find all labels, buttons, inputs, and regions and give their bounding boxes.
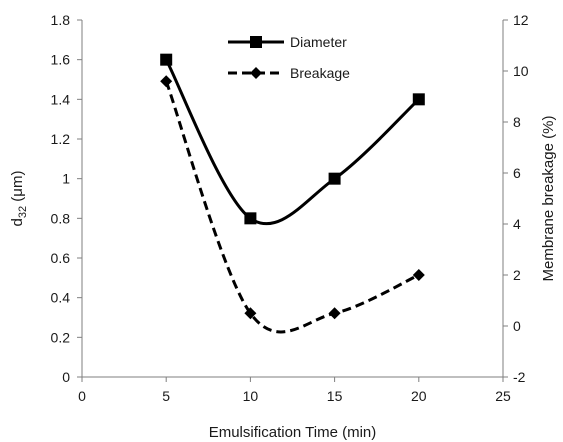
series-layer — [160, 53, 425, 334]
legend-swatch-marker — [250, 36, 262, 48]
y2-tick-label: 0 — [513, 318, 521, 334]
y-axis-title-subscript: 32 — [17, 206, 29, 218]
series-diameter-marker — [160, 53, 173, 66]
y-tick-label: 0.2 — [51, 329, 71, 345]
y-tick-label: 0.6 — [51, 250, 71, 266]
x-tick-label: 20 — [411, 388, 427, 404]
y-axis-title-suffix: (μm) — [9, 171, 26, 206]
legend-label: Diameter — [290, 34, 347, 50]
series-breakage-marker — [244, 307, 257, 320]
y-tick-label: 1 — [62, 171, 70, 187]
ticks: 0 5 10 15 20 25 0 0.2 0.4 0.6 0.8 1 1.2 1.4 1.6 1.8 -2 0 2… — [51, 12, 529, 404]
series-diameter — [160, 53, 425, 226]
legend-swatch-marker — [250, 67, 262, 79]
x-tick-label: 15 — [327, 388, 343, 404]
y-axis-title: d32 (μm) — [9, 171, 29, 227]
y2-tick-label: 8 — [513, 114, 521, 130]
legend-item-diameter: Diameter — [228, 34, 347, 50]
axes — [81, 20, 504, 378]
y2-tick-label: -2 — [513, 369, 526, 385]
legend-item-breakage: Breakage — [228, 65, 350, 81]
series-line-breakage — [164, 80, 420, 334]
series-diameter-marker — [328, 172, 341, 185]
y2-tick-label: 4 — [513, 216, 521, 232]
series-diameter-marker — [244, 212, 257, 225]
x-axis-title: Emulsification Time (min) — [209, 424, 377, 441]
legend: Diameter Breakage — [228, 34, 350, 81]
x-tick-label: 10 — [243, 388, 259, 404]
y-tick-label: 0.4 — [51, 290, 71, 306]
y2-axis-title: Membrane breakage (%) — [540, 116, 557, 282]
y-tick-label: 1.4 — [51, 91, 71, 107]
y-tick-label: 1.6 — [51, 52, 71, 68]
y-tick-label: 0 — [62, 369, 70, 385]
series-line-diameter — [164, 58, 420, 226]
y2-tick-label: 2 — [513, 267, 521, 283]
y-tick-label: 1.2 — [51, 131, 71, 147]
y-tick-label: 0.8 — [51, 210, 71, 226]
y-axis-title-prefix: d — [9, 218, 26, 226]
legend-label: Breakage — [290, 65, 350, 81]
x-tick-label: 25 — [495, 388, 511, 404]
series-breakage-marker — [412, 269, 425, 281]
y2-tick-label: 12 — [513, 12, 529, 28]
series-breakage-marker — [328, 307, 341, 320]
y2-tick-label: 10 — [513, 63, 529, 79]
series-breakage-marker — [160, 75, 173, 88]
series-breakage — [160, 75, 425, 334]
series-diameter-marker — [412, 93, 425, 106]
y-tick-label: 1.8 — [51, 12, 71, 28]
x-tick-label: 5 — [162, 388, 170, 404]
y2-tick-label: 6 — [513, 165, 521, 181]
x-tick-label: 0 — [78, 388, 86, 404]
